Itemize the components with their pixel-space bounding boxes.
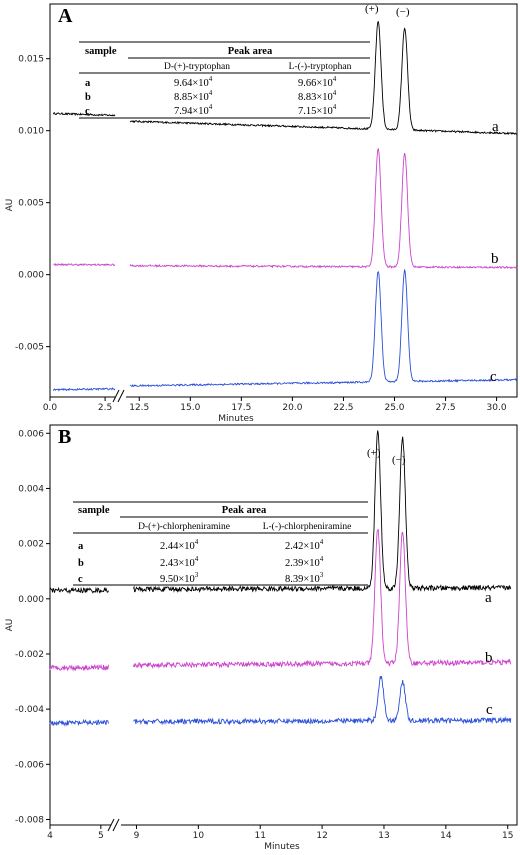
panel-a-axis-break [112,389,126,403]
table-a-row-b-l: 8.83×104 [298,89,337,103]
y-tick-label: 0.005 [18,199,44,209]
table-b-row-a-d: 2.44×104 [160,538,199,552]
table-b-row-c-sample: c [78,574,83,585]
panel-b-trace-label-b: b [485,650,493,666]
panel-b-trace-label-c: c [486,702,493,718]
panel-a-peak-label-minus: (−) [396,6,410,18]
x-tick-label: 9 [134,831,140,841]
series-b-line [132,528,512,670]
y-tick-label: 0.000 [18,271,44,281]
panel-a-peak-area-table: sample Peak area D-(+)-tryptophan L-(-)-… [79,41,370,119]
x-tick-label: 15 [502,831,513,841]
x-tick-label: 15.0 [180,403,200,413]
panel-b-plot-frame [49,424,518,826]
panel-a-trace-label-a: a [492,119,499,135]
x-tick-label: 11 [254,831,265,841]
table-b-header-l: L-(-)-chlorpheniramine [263,521,352,532]
table-b-row-b-sample: b [78,558,84,569]
y-tick-label: 0.002 [18,540,44,550]
panel-a-y-axis-label: AU [5,199,15,212]
table-a-header-sample: sample [85,46,117,57]
y-tick-label: -0.002 [15,650,44,660]
x-tick-label: 22.5 [333,403,353,413]
panel-b-axis-break [107,818,121,832]
x-tick-label: 4 [47,831,53,841]
panel-a-trace-label-c: c [490,369,497,385]
panel-b-y-axis-label: AU [5,619,15,632]
y-tick-label: -0.008 [15,815,44,825]
y-tick-label: -0.004 [15,705,44,715]
table-b-row-c-d: 9.50×103 [160,571,199,585]
panel-a-axis-ticks: 0.0 2.5 12.5 15.0 17.5 20.0 22.5 25.0 27.5 30.0 -0… [15,55,507,413]
table-a-header-l: L-(-)-tryptophan [289,61,352,72]
series-c-line [133,676,512,726]
table-a-row-c-sample: c [85,106,90,117]
x-tick-label: 30.0 [487,403,507,413]
x-tick-label: 25.0 [384,403,404,413]
table-a-header-d: D-(+)-tryptophan [164,61,230,72]
y-tick-label: 0.006 [18,429,44,439]
panel-a-peak-label-plus: (+) [365,3,379,15]
table-a-row-a-d: 9.64×104 [174,75,213,89]
series-c-line [52,387,116,392]
panel-b-peak-label-plus: (+) [367,447,381,459]
panel-b-axis-ticks: 4 5 9 10 11 12 13 14 15 -0.008 -0.006 -0.004 -0.002 0… [15,429,513,841]
table-b-header-peak-area: Peak area [222,505,267,516]
table-a-row-a-sample: a [85,78,91,89]
y-tick-label: 0.004 [18,484,44,494]
panel-b-peak-label-minus: (−) [392,454,406,466]
panel-a-x-axis-label: Minutes [218,414,254,424]
y-tick-label: 0.015 [18,55,44,65]
series-a-line [49,586,109,595]
table-b-row-c-l: 8.39×103 [285,571,324,585]
x-tick-label: 0.0 [43,403,58,413]
panel-b-trace-label-a: a [485,590,492,606]
series-b-line [49,663,109,672]
table-b-row-a-l: 2.42×104 [285,538,324,552]
series-b-line [129,148,518,269]
series-c-line [129,268,518,388]
x-tick-label: 10 [193,831,205,841]
panel-a-series [52,21,518,392]
panel-b-label: B [58,426,71,448]
series-c-line [49,718,109,727]
table-a-header-peak-area: Peak area [228,46,273,57]
panel-b: B AU Minutes 4 5 9 10 11 12 13 14 15 -0.008 -0.006… [5,424,518,852]
x-tick-label: 2.5 [98,403,112,413]
series-a-line [132,430,512,593]
x-tick-label: 20.0 [282,403,302,413]
x-tick-label: 17.5 [231,403,251,413]
table-b-row-a-sample: a [78,541,84,552]
series-a-line [52,112,116,117]
y-tick-label: -0.006 [15,760,44,770]
panel-a: A AU Minutes 0.0 2.5 12.5 15.0 17.5 20.0 22.5 2… [5,3,518,424]
x-tick-label: 13 [378,831,389,841]
x-tick-label: 14 [440,831,452,841]
table-a-row-c-l: 7.15×104 [298,103,337,117]
table-b-header-sample: sample [78,505,110,516]
y-tick-label: 0.010 [18,127,44,137]
table-a-row-b-d: 8.85×104 [174,89,213,103]
series-a-line [129,21,518,136]
panel-b-x-axis-label: Minutes [264,842,300,852]
series-b-line [53,263,116,267]
panel-a-trace-label-b: b [491,251,499,267]
table-a-row-a-l: 9.66×104 [298,75,337,89]
table-b-row-b-d: 2.43×104 [160,555,199,569]
x-tick-label: 12.5 [129,403,149,413]
panel-a-label: A [58,5,73,27]
panel-a-plot-frame [49,3,518,398]
table-a-row-b-sample: b [85,92,91,103]
table-a-row-c-d: 7.94×104 [174,103,213,117]
table-b-header-d: D-(+)-chlorpheniramine [138,521,230,532]
x-tick-label: 12 [316,831,327,841]
table-b-row-b-l: 2.39×104 [285,555,324,569]
panel-b-series [49,430,512,727]
panel-b-peak-area-table: sample Peak area D-(+)-chlorpheniramine … [73,501,368,586]
y-tick-label: 0.000 [18,595,44,605]
x-tick-label: 5 [98,831,104,841]
y-tick-label: -0.005 [15,343,44,353]
x-tick-label: 27.5 [436,403,456,413]
